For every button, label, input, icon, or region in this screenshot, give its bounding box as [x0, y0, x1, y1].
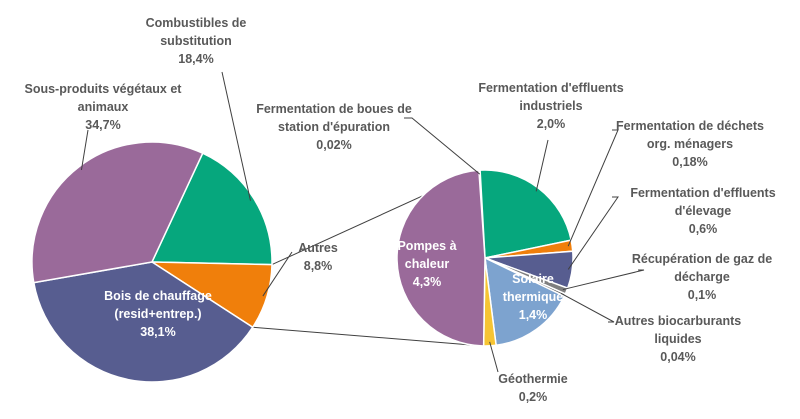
- sub-geothermie-leader: [489, 341, 499, 373]
- sub-fermentation-de-boues-de-station-d-epuration-label-line: station d'épuration: [278, 120, 390, 134]
- sub-fermentation-d-effluents-d-elevage-label-line: 0,6%: [689, 222, 718, 236]
- sub-recuperation-de-gaz-de-decharge-label-line: Récupération de gaz de: [632, 252, 772, 266]
- sub-fermentation-d-effluents-industriels-label-line: Fermentation d'effluents: [478, 81, 623, 95]
- sub-geothermie-label-line: Géothermie: [498, 372, 568, 386]
- sub-slice-pompes-a-chaleur: [396, 169, 486, 347]
- sub-geothermie-label-line: 0,2%: [519, 390, 548, 404]
- sub-pompes-a-chaleur-label-line: 4,3%: [413, 275, 442, 289]
- main-autres-label-line: 8,8%: [304, 259, 333, 273]
- main-leader-combustibles: [221, 71, 251, 201]
- main-slice-combustibles-de-substitution: [150, 152, 273, 266]
- main-slice-bois-de-chauffage-resid-entrep: [32, 261, 254, 383]
- main-bois-de-chauffage-resid-entrep-label-line: Bois de chauffage: [104, 289, 212, 303]
- main-combustibles-de-substitution-label-line: 18,4%: [178, 52, 213, 66]
- main-sous-produits-vegetaux-et-animaux-label-line: 34,7%: [85, 118, 120, 132]
- main-sous-produits-vegetaux-et-animaux-label-line: Sous-produits végétaux et: [25, 82, 183, 96]
- sub-pompes-a-chaleur-label: Pompes à chaleur 4,3%: [397, 239, 456, 289]
- sub-recuperation-de-gaz-de-decharge-label-line: décharge: [674, 270, 730, 284]
- sub-pompes-a-chaleur-label-line: Pompes à: [397, 239, 456, 253]
- main-leader-autres: [262, 251, 293, 297]
- sub-fermentation-de-dechets-org-menagers-label-line: 0,18%: [672, 155, 707, 169]
- sub-fermentation-de-boues-de-station-d-epuration-leader: [404, 117, 481, 175]
- sub-geothermie-label: Géothermie 0,2%: [498, 372, 568, 404]
- main-pie: [31, 141, 273, 383]
- sub-fermentation-d-effluents-industriels-label-line: 2,0%: [537, 117, 566, 131]
- main-combustibles-de-substitution-label: Combustibles de substitution 18,4%: [146, 16, 247, 66]
- sub-autres-biocarburants-liquides-label-line: Autres biocarburants: [615, 314, 741, 328]
- main-bois-de-chauffage-resid-entrep-label-line: 38,1%: [140, 325, 175, 339]
- sub-autres-biocarburants-liquides-label: Autres biocarburants liquides 0,04%: [615, 314, 741, 364]
- sub-fermentation-d-effluents-d-elevage-leader: [567, 196, 619, 270]
- main-autres-label: Autres 8,8%: [298, 241, 338, 273]
- main-slice-sous-produits-vegetaux-et-animaux: [31, 141, 204, 284]
- sub-fermentation-de-dechets-org-menagers-label: Fermentation de déchets org. ménagers 0,18…: [616, 119, 764, 169]
- main-combustibles-de-substitution-label-line: substitution: [160, 34, 232, 48]
- main-combustibles-de-substitution-label-line: Combustibles de: [146, 16, 247, 30]
- sub-solaire-thermique-label-line: thermique: [503, 290, 563, 304]
- sub-autres-biocarburants-liquides-leader: [560, 292, 615, 323]
- secondary-pie: [396, 169, 574, 347]
- sub-fermentation-de-boues-de-station-d-epuration-label-line: Fermentation de boues de: [256, 102, 412, 116]
- sub-slice-fermentation-d-effluents-industriels: [479, 169, 573, 259]
- sub-fermentation-d-effluents-industriels-leader: [535, 139, 549, 192]
- sub-fermentation-d-effluents-d-elevage-label: Fermentation d'effluents d'élevage 0,6%: [630, 186, 775, 236]
- sub-slice-solaire-thermique: [484, 256, 566, 347]
- sub-fermentation-de-boues-de-station-d-epuration-label: Fermentation de boues de station d'épurat…: [256, 102, 412, 152]
- sub-solaire-thermique-label: Solaire thermique 1,4%: [503, 272, 563, 322]
- slice-labels: Combustibles de substitution 18,4% Autres 8,…: [25, 16, 776, 404]
- main-bois-de-chauffage-resid-entrep-label: Bois de chauffage (resid+entrep.) 38,1%: [104, 289, 212, 339]
- leader-lines: [80, 71, 645, 373]
- main-autres-label-line: Autres: [298, 241, 338, 255]
- sub-fermentation-de-dechets-org-menagers-label-line: Fermentation de déchets: [616, 119, 764, 133]
- sub-fermentation-de-dechets-org-menagers-label-line: org. ménagers: [647, 137, 733, 151]
- sub-fermentation-d-effluents-d-elevage-label-line: d'élevage: [675, 204, 732, 218]
- sub-recuperation-de-gaz-de-decharge-label: Récupération de gaz de décharge 0,1%: [632, 252, 772, 302]
- sub-fermentation-de-boues-de-station-d-epuration-label-line: 0,02%: [316, 138, 351, 152]
- sub-solaire-thermique-label-line: Solaire: [512, 272, 554, 286]
- connector-line-bottom: [252, 326, 473, 346]
- sub-solaire-thermique-label-line: 1,4%: [519, 308, 548, 322]
- main-sous-produits-vegetaux-et-animaux-label: Sous-produits végétaux et animaux 34,7%: [25, 82, 183, 132]
- main-bois-de-chauffage-resid-entrep-label-line: (resid+entrep.): [114, 307, 201, 321]
- sub-fermentation-de-dechets-org-menagers-leader: [567, 129, 619, 247]
- main-leader-sous-produits: [80, 129, 89, 171]
- sub-fermentation-d-effluents-industriels-label: Fermentation d'effluents industriels 2,0%: [478, 81, 623, 131]
- sub-recuperation-de-gaz-de-decharge-leader: [562, 269, 645, 291]
- sub-autres-biocarburants-liquides-label-line: liquides: [654, 332, 701, 346]
- sub-pompes-a-chaleur-label-line: chaleur: [405, 257, 450, 271]
- main-sous-produits-vegetaux-et-animaux-label-line: animaux: [78, 100, 129, 114]
- sub-fermentation-d-effluents-industriels-label-line: industriels: [519, 99, 582, 113]
- sub-autres-biocarburants-liquides-label-line: 0,04%: [660, 350, 695, 364]
- sub-fermentation-d-effluents-d-elevage-label-line: Fermentation d'effluents: [630, 186, 775, 200]
- sub-recuperation-de-gaz-de-decharge-label-line: 0,1%: [688, 288, 717, 302]
